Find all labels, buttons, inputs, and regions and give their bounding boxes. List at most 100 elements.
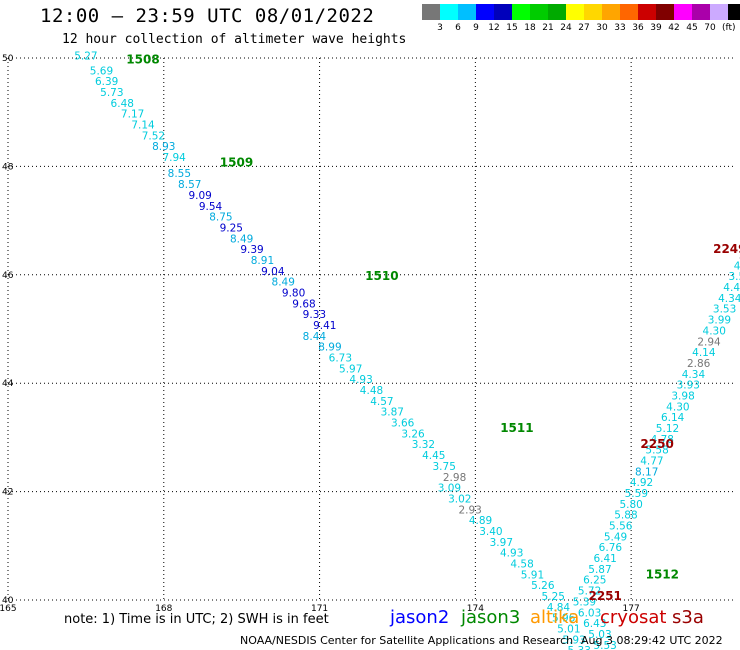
swh-value-jason3: 5.73 bbox=[100, 87, 123, 99]
swh-value-jason3: 4.48 bbox=[360, 385, 383, 397]
generated-timestamp: Aug 3 08:29:42 UTC 2022 bbox=[581, 634, 723, 647]
swh-value-jason3: 3.97 bbox=[490, 537, 513, 549]
pass-time-label: 1511 bbox=[500, 421, 533, 435]
swh-value-cryosat: 4.78 bbox=[651, 434, 674, 446]
swh-value-jason3: 4.45 bbox=[422, 450, 445, 462]
swh-value-cryosat: 5.59 bbox=[625, 488, 648, 500]
pass-time-label: 1508 bbox=[126, 52, 159, 66]
swh-value-jason3: 3.40 bbox=[479, 526, 502, 538]
color-scale-swatch bbox=[602, 4, 620, 20]
x-tick-label: 174 bbox=[467, 604, 484, 614]
swh-value-cryosat: 3.99 bbox=[708, 315, 731, 327]
swh-value-cryosat: 8.17 bbox=[635, 466, 658, 478]
swh-value-cryosat: 6.03 bbox=[578, 607, 601, 619]
swh-value-jason3: 3.32 bbox=[412, 439, 435, 451]
x-tick-label: 168 bbox=[155, 604, 172, 614]
swh-value-jason3: 4.57 bbox=[370, 396, 393, 408]
color-scale-label: 42 bbox=[668, 23, 680, 33]
swh-value-jason3: 8.49 bbox=[272, 277, 295, 289]
swh-value-jason3: 9.54 bbox=[199, 201, 223, 213]
color-scale-label: 70 bbox=[704, 23, 716, 33]
swh-value-jason3: 9.25 bbox=[220, 222, 243, 234]
satellite-s3a-label: s3a bbox=[672, 607, 704, 628]
swh-value-jason3: 9.09 bbox=[188, 190, 211, 202]
swh-value-cryosat: 4.34 bbox=[682, 369, 706, 381]
swh-value-jason3: 3.02 bbox=[448, 493, 471, 505]
color-scale-label: 18 bbox=[524, 23, 536, 33]
pass-time-label: 2251 bbox=[588, 589, 621, 603]
swh-value-cryosat: 5.53 bbox=[593, 640, 616, 650]
color-scale-swatch bbox=[422, 4, 440, 20]
color-scale-label: 6 bbox=[455, 23, 461, 33]
color-scale-swatch bbox=[584, 4, 602, 20]
swh-value-cryosat: 6.43 bbox=[583, 618, 606, 630]
color-scale-swatch bbox=[728, 4, 740, 20]
y-tick-label: 50 bbox=[2, 54, 14, 64]
color-scale-label: 24 bbox=[560, 23, 572, 33]
swh-value-jason3: 4.93 bbox=[500, 548, 523, 560]
swh-value-jason3: 3.75 bbox=[433, 461, 456, 473]
swh-value-cryosat: 5.12 bbox=[656, 423, 679, 435]
pass-time-label: 2249 bbox=[713, 242, 740, 256]
swh-value-cryosat: 4.34 bbox=[718, 293, 740, 305]
swh-value-jason3: 5.96 bbox=[552, 613, 576, 625]
swh-value-cryosat: 4.43 bbox=[723, 282, 740, 294]
y-tick-label: 46 bbox=[2, 271, 14, 281]
swh-value-cryosat: 3.54 bbox=[728, 271, 740, 283]
swh-value-jason3: 3.66 bbox=[391, 418, 415, 430]
swh-value-cryosat: 5.49 bbox=[604, 531, 627, 543]
swh-value-jason3: 5.27 bbox=[74, 51, 97, 63]
x-tick-label: 177 bbox=[623, 604, 640, 614]
color-scale-label: 15 bbox=[506, 23, 518, 33]
color-scale-label: 30 bbox=[596, 23, 608, 33]
swh-value-jason3: 5.26 bbox=[531, 580, 555, 592]
page-subtitle: 12 hour collection of altimeter wave hei… bbox=[62, 32, 407, 47]
swh-value-jason3: 9.68 bbox=[292, 298, 315, 310]
pass-time-label: 1509 bbox=[220, 155, 253, 169]
swh-value-cryosat: 4.30 bbox=[703, 325, 726, 337]
swh-value-jason3: 6.39 bbox=[95, 76, 118, 88]
swh-value-cryosat: 4.92 bbox=[630, 477, 653, 489]
swh-value-jason3: 3.87 bbox=[381, 407, 404, 419]
swh-value-jason3: 8.49 bbox=[230, 233, 253, 245]
color-scale-swatch bbox=[620, 4, 638, 20]
swh-value-jason3: 3.26 bbox=[401, 428, 425, 440]
swh-value-jason3: 5.33 bbox=[568, 645, 591, 650]
swh-value-cryosat: 6.41 bbox=[593, 553, 616, 565]
swh-value-cryosat: 6.25 bbox=[583, 575, 606, 587]
swh-value-jason3: 4.89 bbox=[469, 515, 492, 527]
swh-value-cryosat: 6.76 bbox=[599, 542, 623, 554]
swh-value-jason3: 4.93 bbox=[349, 374, 372, 386]
swh-value-jason3: 5.25 bbox=[542, 591, 565, 603]
color-scale-swatch bbox=[638, 4, 656, 20]
color-scale-swatch bbox=[440, 4, 458, 20]
swh-value-jason3: 5.01 bbox=[557, 624, 580, 636]
page-title: 12:00 – 23:59 UTC 08/01/2022 bbox=[40, 5, 375, 27]
x-tick-label: 165 bbox=[0, 604, 17, 614]
swh-value-jason3: 7.17 bbox=[121, 109, 144, 121]
color-scale-swatch bbox=[458, 4, 476, 20]
swh-value-jason3: 6.73 bbox=[329, 353, 352, 365]
satellite-jason3-label: jason3 bbox=[461, 607, 521, 628]
color-scale-swatch bbox=[710, 4, 728, 20]
color-scale-label: 33 bbox=[614, 23, 626, 33]
color-scale-label: 21 bbox=[542, 23, 554, 33]
swh-value-cryosat: 5.87 bbox=[588, 564, 611, 576]
color-scale-swatch bbox=[512, 4, 530, 20]
swh-value-cryosat: 3.93 bbox=[677, 380, 700, 392]
swh-value-cryosat: 5.88 bbox=[614, 510, 637, 522]
swh-value-jason3: 9.33 bbox=[303, 309, 326, 321]
pass-time-label: 1510 bbox=[365, 269, 398, 283]
swh-value-jason3: 8.55 bbox=[168, 168, 191, 180]
color-scale-swatch bbox=[548, 4, 566, 20]
swh-value-jason3: 8.44 bbox=[303, 331, 327, 343]
swh-value-jason3: 8.57 bbox=[178, 179, 201, 191]
pass-time-label: 1512 bbox=[646, 567, 679, 581]
color-scale-label: 3 bbox=[437, 23, 443, 33]
swh-value-cryosat: 4.14 bbox=[692, 347, 716, 359]
color-scale-swatch bbox=[674, 4, 692, 20]
satellite-cryosat-label: cryosat bbox=[600, 607, 667, 628]
swh-value-jason3: 7.14 bbox=[131, 119, 155, 131]
